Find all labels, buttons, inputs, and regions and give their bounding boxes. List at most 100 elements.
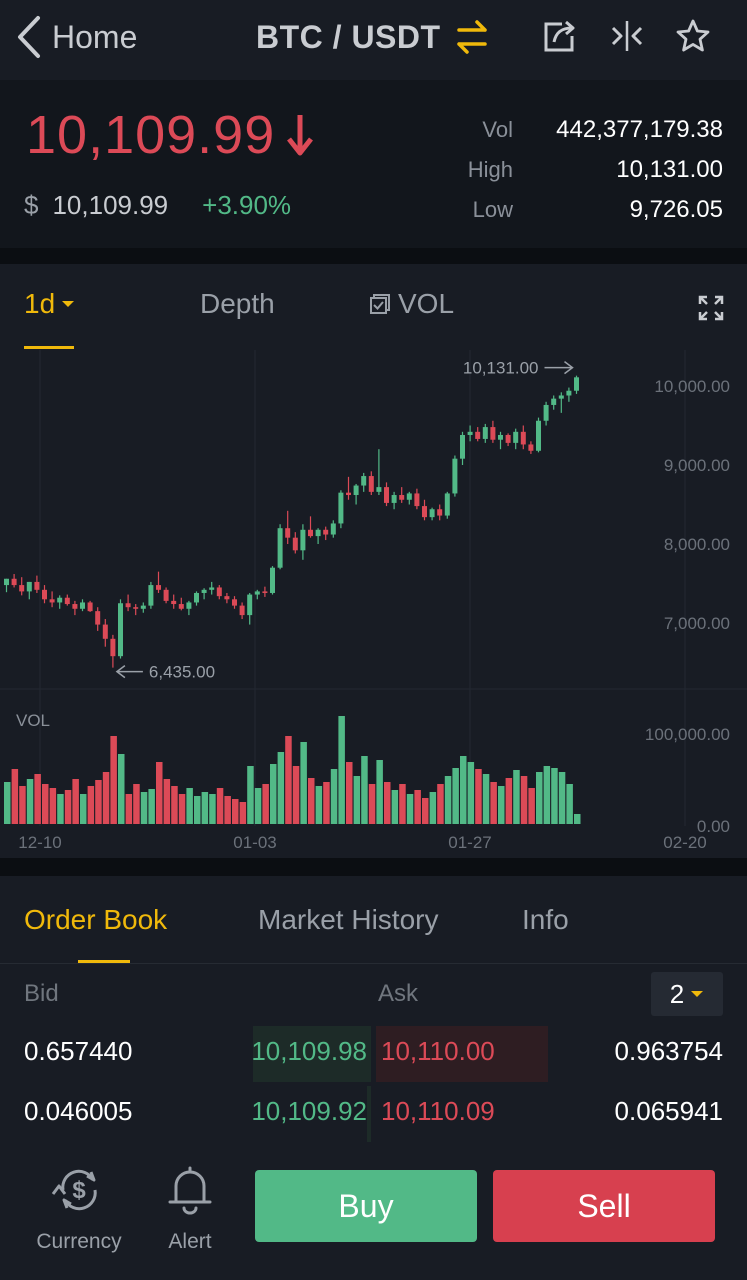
compare-button[interactable] [607, 14, 647, 58]
candle-body [171, 600, 177, 605]
high-annotation: 10,131.00 [463, 359, 539, 378]
alert-button[interactable]: Alert [140, 1164, 240, 1254]
buy-button[interactable]: Buy [255, 1170, 477, 1242]
x-tick: 01-03 [233, 833, 276, 852]
last-price: 10,109.99 [26, 104, 315, 166]
precision-select[interactable]: 2 [651, 972, 723, 1016]
candle-body [490, 427, 496, 440]
volume-bar [262, 784, 269, 824]
volume-bar [19, 786, 26, 824]
volume-bar [4, 782, 11, 824]
candle-body [49, 599, 55, 603]
currency-button[interactable]: $ Currency [29, 1164, 129, 1254]
candle-body [216, 587, 222, 597]
ask-price: 10,110.09 [381, 1096, 495, 1126]
volume-bar [140, 792, 148, 824]
currency-label: Currency [36, 1230, 122, 1253]
candle-body [536, 420, 541, 451]
volume-bar [315, 786, 323, 824]
volume-bar [171, 786, 178, 824]
volume-bar [368, 784, 376, 824]
volume-bar [87, 786, 95, 824]
fullscreen-icon[interactable] [697, 294, 725, 322]
candle-body [361, 476, 367, 486]
last-price-value: 10,109.99 [26, 105, 276, 165]
candle-body [399, 495, 405, 500]
sell-button[interactable]: Sell [493, 1170, 715, 1242]
favorite-button[interactable] [673, 14, 713, 58]
bid-amount: 0.046005 [24, 1096, 133, 1126]
share-button[interactable] [540, 14, 580, 58]
ask-depth-bar [376, 1026, 548, 1082]
candle-body [551, 398, 557, 405]
candle-body [414, 493, 420, 507]
volume-bar [285, 736, 292, 824]
candle-body [178, 604, 184, 609]
candle-body [11, 578, 17, 586]
tab-info[interactable]: Info [522, 904, 569, 935]
pair-selector[interactable]: BTC / USDT [256, 14, 491, 60]
tab-order-book[interactable]: Order Book [24, 904, 168, 935]
tab-depth[interactable]: Depth [200, 288, 275, 320]
volume-bar [95, 780, 102, 824]
volume-bar [49, 788, 57, 824]
volume-bar [467, 762, 475, 824]
volume-bar [270, 764, 277, 824]
vol-tick: 100,000.00 [645, 725, 730, 744]
volume-bar [406, 794, 414, 824]
volume-bar [551, 768, 558, 824]
bid-price: 10,109.98 [251, 1036, 367, 1066]
volume-bar [292, 766, 300, 824]
high-marker [544, 361, 574, 375]
candle-body [315, 529, 321, 537]
volume-bar [26, 779, 34, 824]
candle-body [34, 581, 40, 590]
x-tick: 12-10 [18, 833, 61, 852]
volume-bar [422, 798, 429, 824]
checkbox-icon [370, 294, 390, 314]
volume-bar [57, 794, 64, 824]
currency-convert-icon: $ [51, 1169, 97, 1211]
bell-icon [168, 1166, 212, 1215]
price-tick: 7,000.00 [664, 614, 730, 633]
candle-body [194, 592, 199, 603]
volume-bar [437, 784, 444, 824]
back-button[interactable]: Home [14, 12, 137, 62]
stat-value: 10,131.00 [616, 156, 723, 183]
chart-tabs: 1d Depth VOL [0, 264, 747, 350]
ask-amount: 0.963754 [614, 1036, 723, 1066]
candle-body [353, 485, 359, 496]
volume-bar [232, 799, 239, 824]
price-chart[interactable]: 10,000.00 9,000.00 8,000.00 7,000.00 VOL… [0, 350, 747, 858]
order-book-tabs: Order Book Market History Info [0, 876, 747, 964]
tab-market-history[interactable]: Market History [258, 904, 439, 935]
candle-body [323, 529, 329, 535]
order-book-row[interactable]: 0.657440 10,109.98 10,110.00 0.963754 [0, 1024, 747, 1082]
candle-body [209, 587, 215, 590]
volume-bar [384, 782, 391, 824]
volume-bar [490, 782, 497, 824]
candle-body [148, 585, 154, 606]
candle-body [391, 495, 397, 503]
volume-bar [80, 794, 87, 824]
volume-bar [346, 762, 353, 824]
usd-price-row: $ 10,109.99 +3.90% [24, 190, 291, 221]
candle-body [262, 591, 268, 593]
interval-tab[interactable]: 1d [24, 288, 75, 320]
tab-vol[interactable]: VOL [370, 288, 454, 320]
candle-body [444, 493, 450, 516]
candle-body [452, 458, 458, 494]
candle-body [19, 585, 25, 592]
volume-bar [308, 778, 315, 824]
candle-body [118, 603, 123, 657]
volume-bar [536, 772, 543, 824]
stat-label: Low [472, 197, 513, 222]
volume-bar [72, 779, 79, 824]
candle-body [277, 528, 283, 568]
stat-row-vol: Vol 442,377,179.38 [463, 110, 723, 150]
volume-bar [247, 766, 254, 824]
volume-bar [338, 716, 345, 824]
order-book-row[interactable]: 0.046005 10,109.92 10,110.09 0.065941 [0, 1084, 747, 1142]
caret-down-icon [691, 991, 704, 997]
